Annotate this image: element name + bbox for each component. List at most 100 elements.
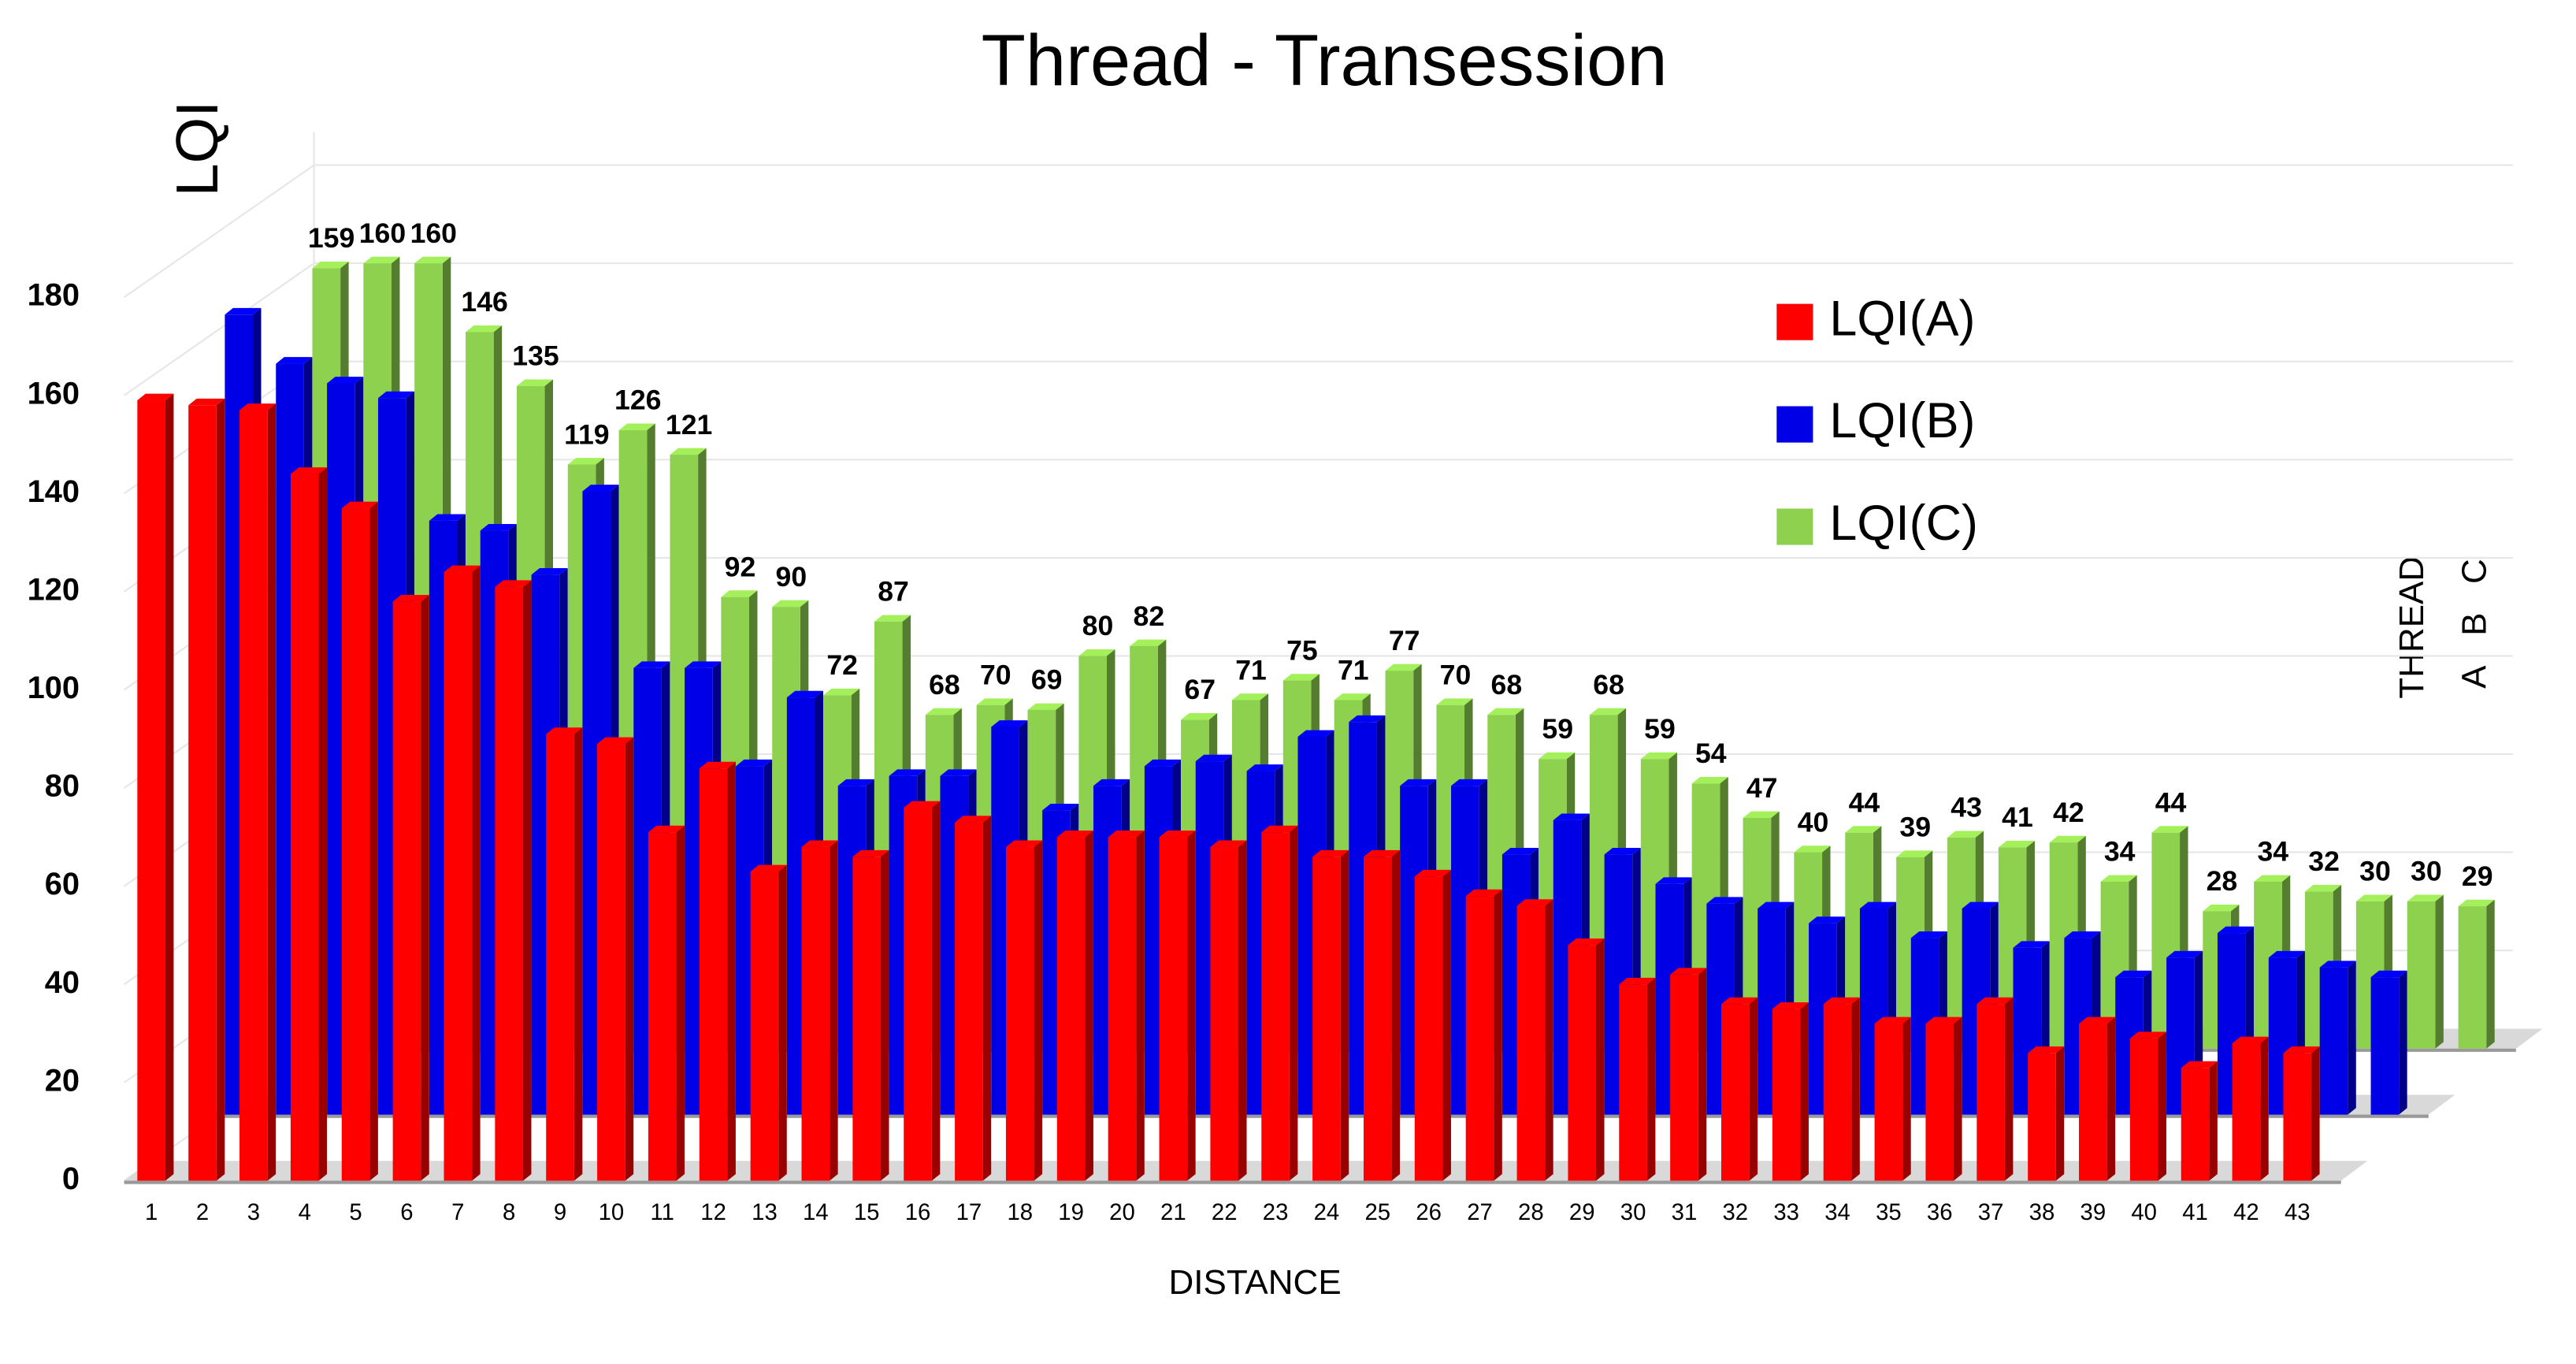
data-label: 54 bbox=[1695, 738, 1727, 769]
bar-top bbox=[1027, 703, 1064, 710]
bar-top bbox=[2305, 885, 2342, 892]
bar-top bbox=[1772, 1002, 1809, 1009]
bar-top bbox=[2151, 826, 2188, 833]
bar-top bbox=[2115, 970, 2152, 978]
legend-label: LQI(A) bbox=[1829, 291, 1975, 346]
data-label: 69 bbox=[1031, 664, 1063, 696]
data-label: 71 bbox=[1235, 654, 1267, 686]
bar-top bbox=[823, 688, 860, 696]
bar-top bbox=[991, 720, 1028, 727]
data-label: 160 bbox=[410, 217, 457, 249]
y-tick-label: 80 bbox=[45, 769, 80, 804]
bar bbox=[1977, 1004, 2005, 1181]
bar-top bbox=[1195, 754, 1232, 762]
bar bbox=[2181, 1068, 2210, 1181]
bar bbox=[2129, 1038, 2158, 1181]
bar-top bbox=[466, 325, 503, 333]
bar-top bbox=[1108, 830, 1145, 838]
bar-side bbox=[830, 840, 838, 1181]
bar-top bbox=[976, 698, 1013, 705]
data-label: 71 bbox=[1338, 654, 1369, 686]
x-tick-label: 10 bbox=[599, 1199, 625, 1225]
bar-top bbox=[648, 825, 685, 833]
bar bbox=[2319, 967, 2348, 1115]
data-label: 75 bbox=[1286, 634, 1318, 666]
bar-side bbox=[1749, 997, 1758, 1181]
bar-top bbox=[2203, 904, 2240, 912]
bar bbox=[546, 734, 574, 1181]
bar-side bbox=[931, 801, 941, 1181]
bar-side bbox=[573, 727, 583, 1181]
bar-top bbox=[276, 357, 313, 364]
x-tick-label: 8 bbox=[503, 1199, 515, 1225]
bar-top bbox=[670, 448, 707, 455]
bar-top bbox=[1516, 899, 1553, 906]
bar-side bbox=[2348, 961, 2356, 1115]
bar-top bbox=[312, 261, 349, 269]
data-label: 126 bbox=[614, 385, 661, 416]
x-tick-label: 34 bbox=[1824, 1199, 1850, 1225]
bar-top bbox=[750, 864, 787, 872]
bar bbox=[2079, 1024, 2107, 1181]
x-tick-label: 2 bbox=[196, 1199, 209, 1225]
bar bbox=[597, 744, 625, 1181]
bar bbox=[137, 400, 165, 1181]
bar bbox=[495, 586, 523, 1181]
bar bbox=[1465, 896, 1494, 1181]
bar-top bbox=[1539, 752, 1576, 760]
bar-top bbox=[1042, 803, 1079, 811]
x-tick-label: 18 bbox=[1007, 1199, 1033, 1225]
x-tick-label: 3 bbox=[247, 1199, 260, 1225]
data-label: 72 bbox=[826, 649, 858, 681]
data-label: 29 bbox=[2462, 860, 2493, 892]
y-tick-label: 60 bbox=[45, 867, 80, 901]
bar-top bbox=[1282, 674, 1320, 681]
bar-top bbox=[1758, 901, 1795, 909]
x-tick-label: 28 bbox=[1518, 1199, 1544, 1225]
bar-top bbox=[2064, 931, 2101, 938]
x-tick-label: 17 bbox=[956, 1199, 982, 1225]
bar-side bbox=[2260, 1036, 2269, 1181]
bar bbox=[750, 871, 779, 1181]
bar bbox=[1619, 984, 1647, 1181]
bar-top bbox=[567, 458, 604, 465]
x-tick-label: 35 bbox=[1876, 1199, 1902, 1225]
bar-top bbox=[1721, 997, 1758, 1005]
y-tick-label: 160 bbox=[28, 376, 80, 411]
bar-top bbox=[495, 580, 532, 587]
data-label: 160 bbox=[359, 217, 406, 249]
data-label: 146 bbox=[461, 286, 507, 318]
bar-top bbox=[2100, 875, 2137, 882]
bar-top bbox=[925, 708, 962, 715]
bar-top bbox=[1349, 715, 1386, 723]
bar-top bbox=[2355, 894, 2392, 901]
bar-side bbox=[1238, 840, 1247, 1181]
bar-side bbox=[1187, 830, 1196, 1181]
x-tick-label: 42 bbox=[2233, 1199, 2259, 1225]
bar-top bbox=[429, 514, 466, 521]
bar bbox=[1005, 846, 1034, 1181]
data-label: 42 bbox=[2053, 797, 2084, 828]
bar-side bbox=[1494, 889, 1502, 1181]
data-label: 39 bbox=[1899, 812, 1931, 843]
x-tick-label: 4 bbox=[299, 1199, 311, 1225]
bar-top bbox=[1210, 840, 1247, 847]
data-label: 135 bbox=[512, 340, 559, 372]
bar-side bbox=[1085, 830, 1093, 1181]
bar-top bbox=[1400, 779, 1437, 786]
bar-top bbox=[480, 523, 517, 531]
x-tick-label: 20 bbox=[1109, 1199, 1135, 1225]
bar bbox=[699, 768, 728, 1181]
bar-top bbox=[1859, 901, 1897, 909]
x-axis-label: DISTANCE bbox=[1168, 1263, 1341, 1302]
data-label: 34 bbox=[2104, 836, 2136, 868]
x-tick-label: 39 bbox=[2080, 1199, 2106, 1225]
bar-top bbox=[940, 769, 977, 776]
y-axis-label: LQI bbox=[164, 101, 230, 197]
data-label: 77 bbox=[1389, 625, 1420, 656]
x-tick-label: 19 bbox=[1058, 1199, 1084, 1225]
bar-top bbox=[1896, 850, 1933, 857]
y-tick-label: 140 bbox=[28, 474, 80, 509]
bar-top bbox=[414, 256, 451, 264]
